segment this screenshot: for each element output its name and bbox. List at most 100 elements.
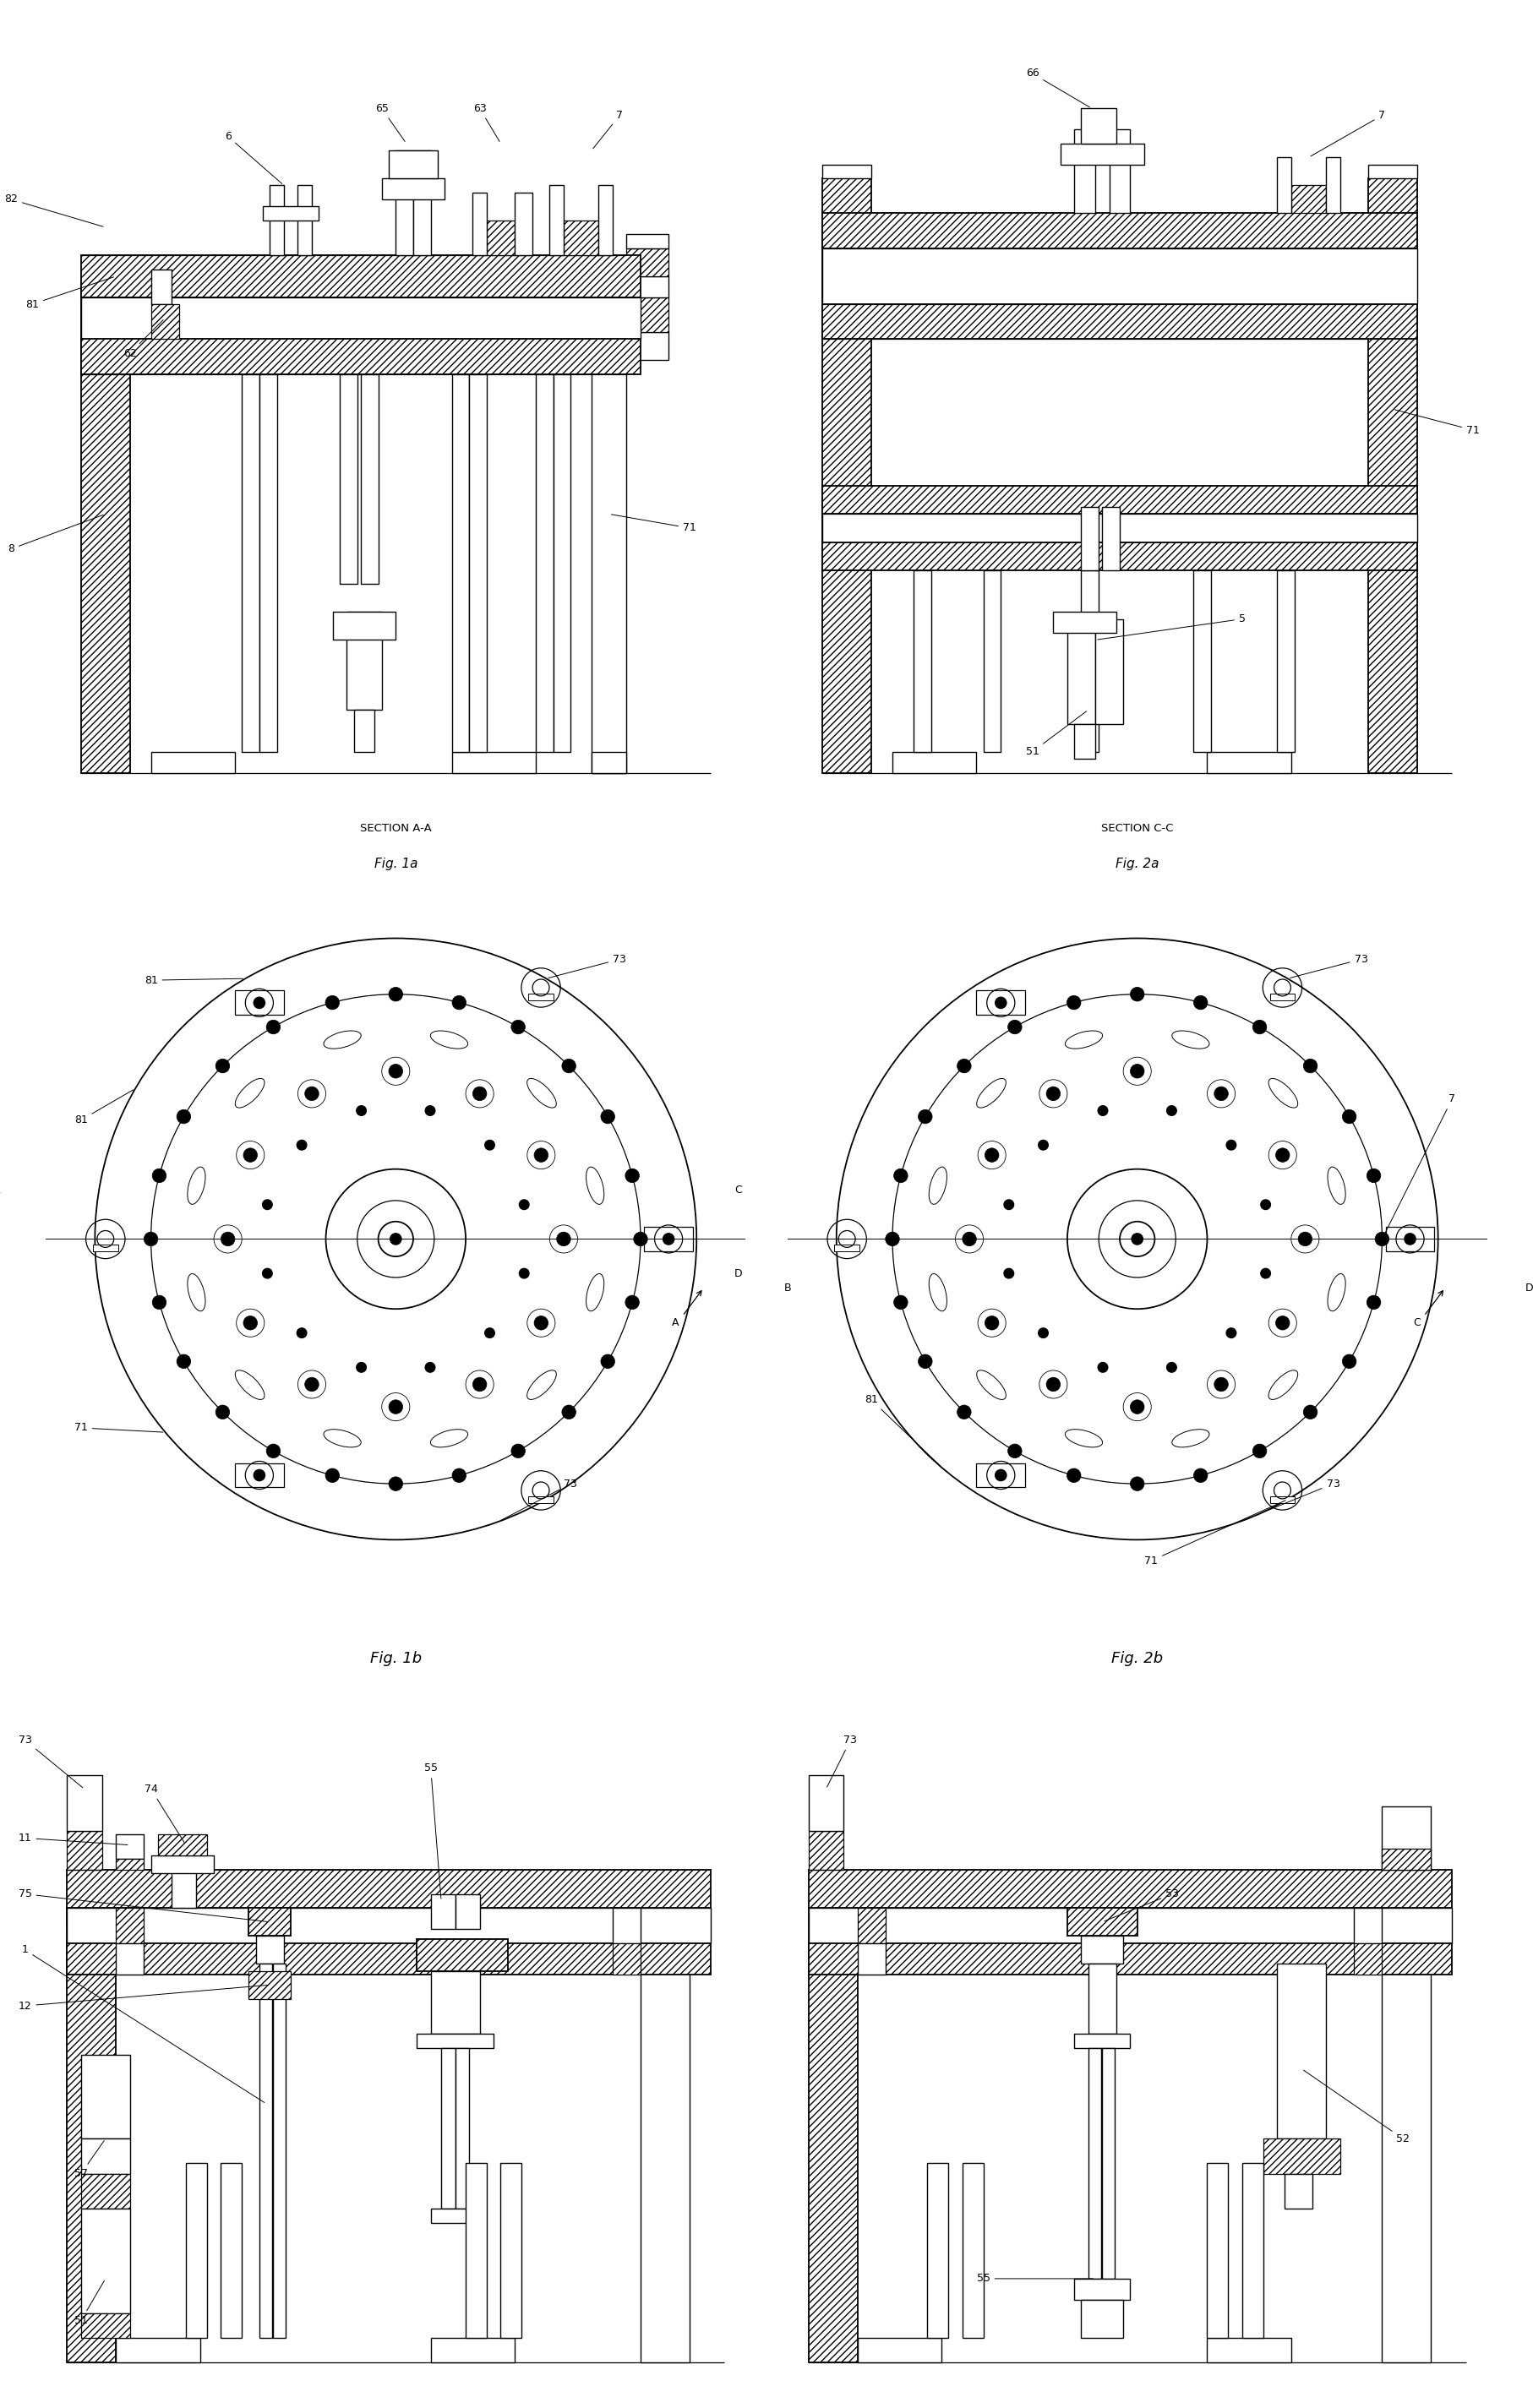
Bar (81, 284, 130, 773)
Bar (248, 1970, 291, 1999)
Bar (529, 1495, 553, 1503)
Circle shape (1130, 987, 1144, 1002)
Bar (857, 1943, 886, 1975)
Bar (553, 373, 570, 751)
Circle shape (305, 1086, 319, 1100)
Circle shape (662, 1233, 675, 1245)
Bar (1383, 1907, 1430, 1929)
Circle shape (520, 1269, 529, 1279)
Circle shape (1007, 1021, 1023, 1033)
Bar (248, 1907, 291, 1936)
Bar (627, 248, 668, 277)
Text: 71: 71 (74, 1423, 162, 1433)
Bar (117, 2338, 199, 2362)
Bar (501, 2162, 521, 2338)
Circle shape (1303, 1060, 1317, 1074)
Bar (1081, 2300, 1124, 2338)
Bar (613, 1907, 641, 1943)
Circle shape (1260, 1199, 1271, 1209)
Circle shape (1130, 1476, 1144, 1491)
Circle shape (1226, 1139, 1236, 1151)
Text: B: B (783, 1283, 791, 1293)
Bar (340, 373, 357, 585)
Bar (1285, 2174, 1312, 2208)
Bar (1354, 1943, 1383, 1975)
Text: C: C (734, 1185, 742, 1194)
Bar (627, 277, 668, 296)
Text: 74: 74 (144, 1784, 184, 1842)
Circle shape (244, 1315, 258, 1329)
Circle shape (452, 995, 466, 1009)
Circle shape (886, 1233, 900, 1245)
Text: 73: 73 (1289, 954, 1367, 978)
Bar (1277, 1965, 1326, 2138)
Circle shape (176, 1110, 190, 1125)
Circle shape (533, 1149, 549, 1163)
Bar (823, 214, 1416, 248)
Circle shape (625, 1168, 639, 1182)
Bar (1340, 214, 1367, 248)
Text: 53: 53 (1104, 1888, 1179, 1922)
Bar (1081, 508, 1099, 571)
Bar (823, 542, 1416, 571)
Circle shape (533, 1315, 549, 1329)
Bar (1277, 571, 1295, 751)
Bar (1075, 2035, 1130, 2047)
Circle shape (267, 1445, 281, 1457)
Circle shape (1375, 1233, 1389, 1245)
Circle shape (216, 1060, 230, 1074)
Text: 5: 5 (1098, 614, 1245, 641)
Circle shape (1367, 1296, 1381, 1310)
Text: 71: 71 (1395, 409, 1479, 436)
Text: 81: 81 (144, 975, 244, 985)
Circle shape (1098, 1105, 1108, 1115)
Bar (117, 1943, 144, 1975)
Bar (871, 284, 900, 303)
Text: C: C (1413, 1317, 1421, 1329)
Bar (823, 303, 1416, 340)
Text: SECTION C-C: SECTION C-C (1101, 824, 1173, 833)
Bar (641, 1907, 690, 1929)
Circle shape (1098, 1363, 1108, 1373)
Bar (469, 373, 486, 751)
Bar (1383, 1849, 1430, 1869)
Circle shape (152, 1168, 166, 1182)
Circle shape (1275, 1149, 1289, 1163)
Circle shape (1303, 1406, 1317, 1418)
Text: D: D (734, 1269, 742, 1279)
Bar (823, 248, 1416, 303)
Bar (1354, 1907, 1383, 1943)
Bar (1242, 2162, 1263, 2338)
Circle shape (1252, 1445, 1266, 1457)
Bar (641, 1907, 690, 2362)
Circle shape (1260, 1269, 1271, 1279)
Bar (259, 373, 277, 751)
Text: 8: 8 (8, 515, 103, 554)
Bar (472, 193, 486, 255)
Bar (1206, 751, 1291, 773)
Bar (1081, 1936, 1124, 1965)
Bar (389, 149, 438, 178)
Text: 7: 7 (593, 111, 622, 149)
Bar (81, 2208, 130, 2314)
Bar (627, 296, 668, 332)
Bar (1061, 144, 1144, 164)
Bar (431, 2208, 480, 2223)
Bar (1383, 1806, 1430, 1869)
Bar (927, 2162, 949, 2338)
Bar (529, 992, 553, 999)
Text: 73: 73 (826, 1734, 857, 1787)
Circle shape (425, 1105, 435, 1115)
Bar (354, 710, 374, 751)
Text: 7: 7 (1311, 111, 1386, 157)
Bar (1367, 178, 1416, 773)
Circle shape (1367, 1168, 1381, 1182)
Text: 62: 62 (123, 320, 162, 359)
Bar (1075, 725, 1095, 759)
Circle shape (254, 997, 265, 1009)
Text: 71: 71 (612, 515, 696, 535)
Circle shape (1404, 1233, 1415, 1245)
Bar (1263, 2138, 1340, 2174)
Text: 12: 12 (18, 1984, 267, 2011)
Bar (262, 207, 319, 219)
